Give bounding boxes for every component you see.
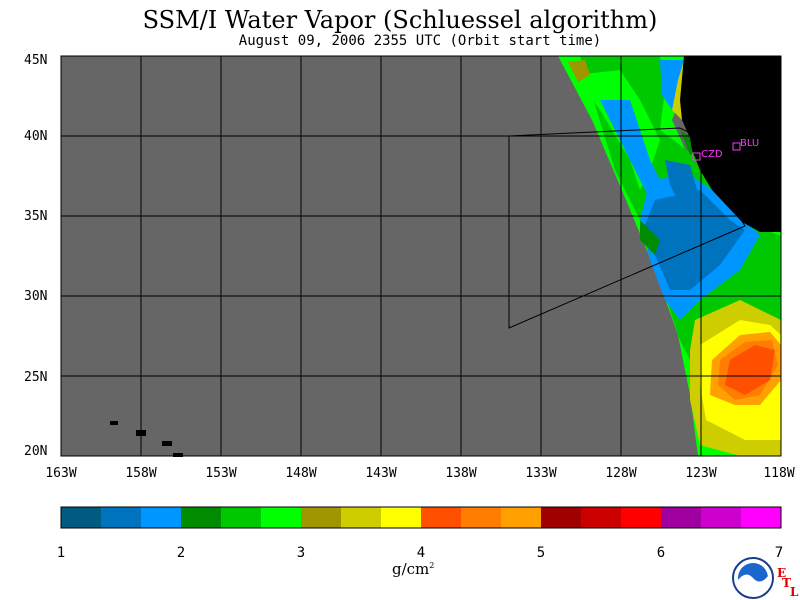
map-subtitle: August 09, 2006 2355 UTC (Orbit start ti… bbox=[238, 33, 602, 49]
etl-letter-e: E bbox=[777, 566, 787, 580]
lat-label-45n: 45N bbox=[24, 53, 47, 68]
colorbar-tick-1: 1 bbox=[57, 545, 65, 561]
lon-label-133w: 133W bbox=[525, 466, 556, 481]
lon-label-158w: 158W bbox=[125, 466, 156, 481]
colorbar-segment bbox=[61, 507, 102, 528]
flight-track-outline bbox=[508, 127, 746, 329]
colorbar-segment bbox=[101, 507, 142, 528]
lon-label-163w: 163W bbox=[45, 466, 76, 481]
units-text: g/cm bbox=[392, 560, 430, 578]
colorbar-segment bbox=[701, 507, 742, 528]
lon-label-143w: 143W bbox=[365, 466, 396, 481]
colorbar-segment bbox=[661, 507, 702, 528]
colorbar-segment bbox=[221, 507, 262, 528]
etl-letter-l: L bbox=[790, 585, 799, 599]
map-gridlines bbox=[61, 56, 781, 456]
station-czd: CZD bbox=[692, 149, 723, 161]
colorbar-segment bbox=[261, 507, 302, 528]
colorbar-segment bbox=[341, 507, 382, 528]
colorbar-segment bbox=[381, 507, 422, 528]
lon-label-123w: 123W bbox=[685, 466, 716, 481]
etl-letter-t: T bbox=[782, 576, 791, 590]
colorbar-segment bbox=[301, 507, 342, 528]
colorbar-segment bbox=[541, 507, 582, 528]
units-superscript: 2 bbox=[429, 561, 435, 570]
colorbar-tick-labels: 1 2 3 4 5 6 7 bbox=[57, 545, 783, 561]
lat-label-40n: 40N bbox=[24, 129, 47, 144]
colorbar-tick-5: 5 bbox=[537, 545, 545, 561]
data-swath bbox=[558, 56, 781, 456]
map-frame bbox=[60, 55, 782, 457]
colorbar-tick-7: 7 bbox=[775, 545, 783, 561]
island-kauai bbox=[110, 421, 118, 425]
colorbar-segment bbox=[501, 507, 542, 528]
colorbar-tick-3: 3 bbox=[297, 545, 305, 561]
colorbar-segment bbox=[421, 507, 462, 528]
station-blu-marker bbox=[732, 142, 741, 151]
lat-label-30n: 30N bbox=[24, 289, 47, 304]
latitude-labels: 45N 40N 35N 30N 25N 20N bbox=[24, 53, 47, 459]
colorbar-tick-6: 6 bbox=[657, 545, 665, 561]
colorbar-segment bbox=[461, 507, 502, 528]
lat-label-20n: 20N bbox=[24, 444, 47, 459]
colorbar-segment bbox=[741, 507, 782, 528]
lon-label-128w: 128W bbox=[605, 466, 636, 481]
colorbar-segment bbox=[141, 507, 182, 528]
noaa-logo bbox=[732, 557, 774, 599]
station-blu: BLU bbox=[732, 138, 759, 151]
station-blu-label: BLU bbox=[740, 138, 759, 149]
colorbar-tick-2: 2 bbox=[177, 545, 185, 561]
colorbar-segment bbox=[581, 507, 622, 528]
lon-label-153w: 153W bbox=[205, 466, 236, 481]
lat-label-25n: 25N bbox=[24, 370, 47, 385]
lon-label-138w: 138W bbox=[445, 466, 476, 481]
island-maui bbox=[162, 441, 172, 446]
colorbar-segment bbox=[181, 507, 222, 528]
longitude-labels: 163W 158W 153W 148W 143W 138W 133W 128W … bbox=[45, 466, 794, 481]
colorbar-tick-4: 4 bbox=[417, 545, 425, 561]
map-title: SSM/I Water Vapor (Schluessel algorithm) bbox=[142, 6, 658, 34]
colorbar-frame bbox=[60, 506, 782, 529]
colorbar-units: g/cm2 bbox=[392, 560, 434, 578]
colorbar bbox=[61, 507, 782, 528]
lon-label-148w: 148W bbox=[285, 466, 316, 481]
lat-label-35n: 35N bbox=[24, 209, 47, 224]
lon-label-118w: 118W bbox=[763, 466, 794, 481]
island-hawaii bbox=[173, 453, 183, 457]
station-czd-label: CZD bbox=[701, 149, 723, 160]
station-czd-marker bbox=[692, 152, 701, 161]
colorbar-segment bbox=[621, 507, 662, 528]
